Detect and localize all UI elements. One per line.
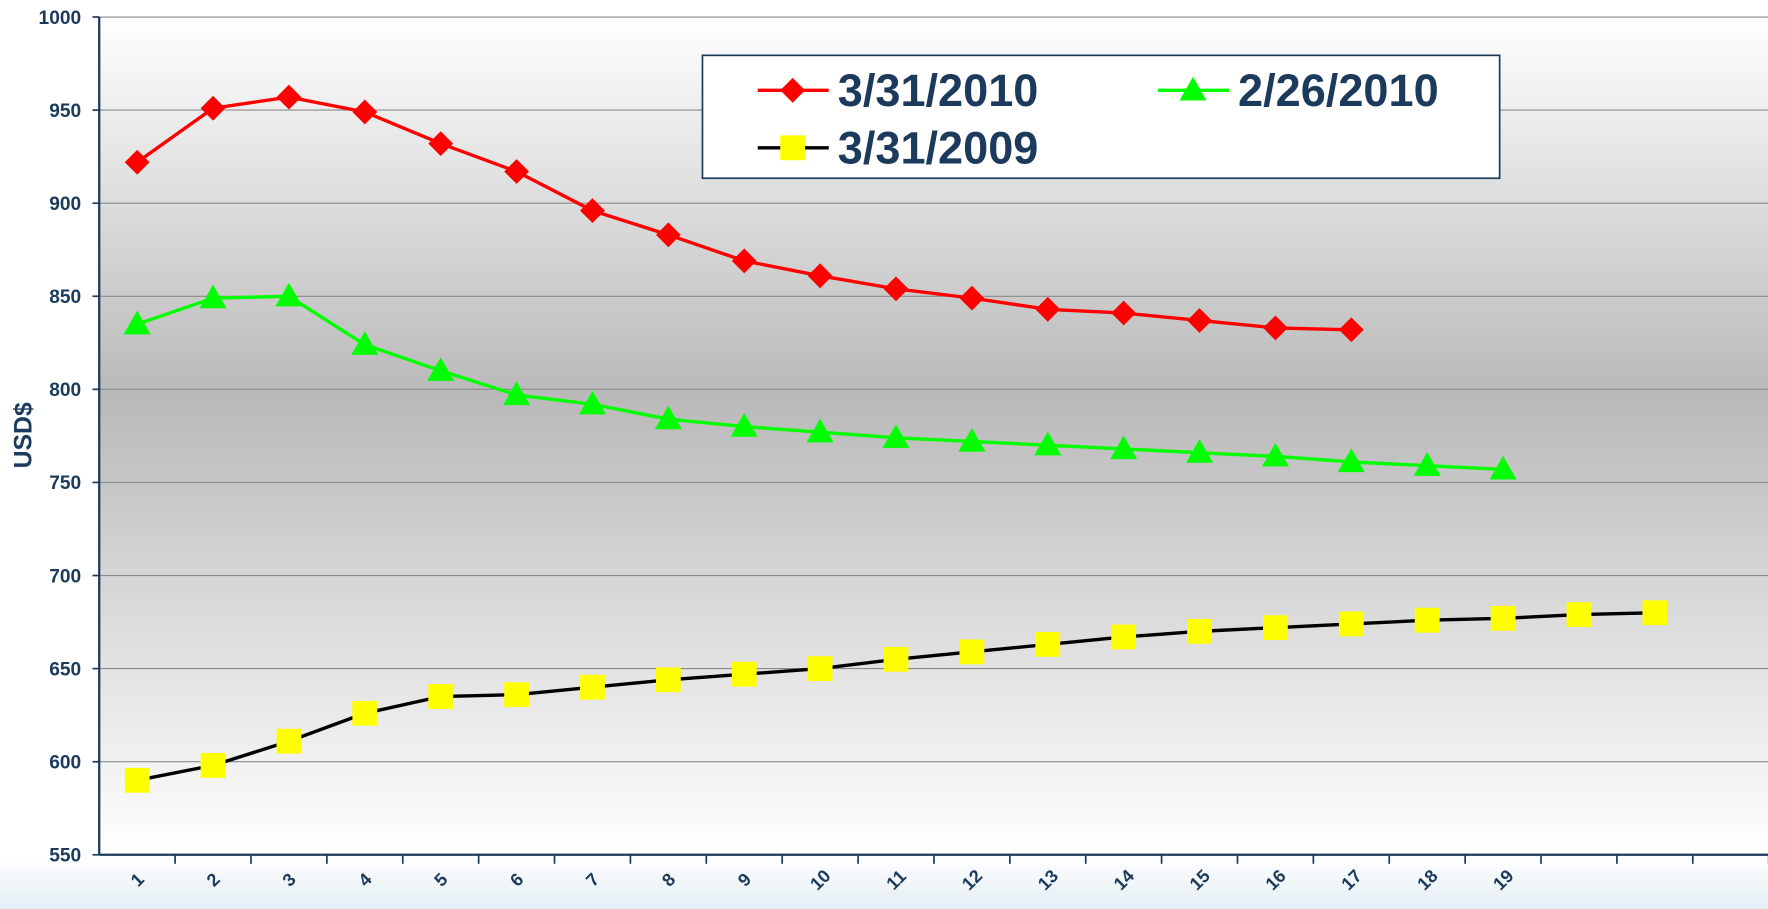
legend-entries: 3/31/2010 2/26/2010 3/31/2009 bbox=[757, 65, 1439, 174]
y-tick-label: 550 bbox=[49, 846, 81, 867]
marker-triangle bbox=[882, 424, 910, 448]
marker-triangle bbox=[578, 390, 607, 415]
marker-square bbox=[1490, 605, 1516, 631]
marker-square bbox=[1035, 632, 1061, 657]
y-axis-label: USD$ bbox=[11, 402, 38, 468]
marker-triangle bbox=[958, 427, 986, 452]
marker-diamond bbox=[883, 276, 909, 302]
y-tick-label: 600 bbox=[49, 752, 81, 773]
marker-diamond bbox=[200, 95, 226, 121]
marker-diamond bbox=[1187, 308, 1212, 333]
marker-triangle bbox=[1337, 448, 1365, 473]
y-tick-label: 900 bbox=[49, 194, 81, 215]
marker-square bbox=[883, 646, 909, 672]
marker-diamond bbox=[807, 263, 833, 289]
marker-triangle bbox=[1179, 76, 1207, 101]
marker-square bbox=[1566, 602, 1592, 628]
legend-label: 3/31/2010 bbox=[838, 65, 1039, 116]
y-tick-label: 850 bbox=[49, 287, 81, 308]
marker-triangle bbox=[199, 284, 227, 309]
marker-square bbox=[124, 767, 150, 793]
marker-square bbox=[1187, 618, 1212, 644]
marker-diamond bbox=[1035, 296, 1061, 322]
marker-triangle bbox=[123, 310, 151, 335]
footer-band bbox=[0, 857, 1768, 909]
marker-square bbox=[655, 667, 681, 693]
marker-square bbox=[1111, 624, 1137, 650]
marker-diamond bbox=[1338, 317, 1364, 343]
marker-triangle bbox=[427, 357, 455, 381]
marker-diamond bbox=[124, 149, 150, 175]
marker-diamond bbox=[1263, 315, 1288, 341]
marker-square bbox=[807, 656, 833, 682]
marker-square bbox=[580, 674, 605, 700]
marker-square bbox=[352, 700, 378, 726]
marker-triangle bbox=[1110, 435, 1138, 460]
legend-label: 2/26/2010 bbox=[1238, 65, 1439, 116]
marker-triangle bbox=[806, 418, 834, 443]
marker-square bbox=[428, 684, 454, 709]
y-tick-label: 1000 bbox=[39, 8, 82, 29]
legend bbox=[701, 54, 1501, 180]
marker-triangle bbox=[1489, 455, 1517, 480]
marker-square bbox=[276, 728, 302, 754]
marker-diamond bbox=[959, 285, 985, 311]
marker-square bbox=[1414, 607, 1440, 633]
marker-square bbox=[959, 639, 985, 665]
marker-diamond bbox=[731, 248, 757, 274]
marker-square bbox=[731, 661, 757, 687]
y-tick-label: 800 bbox=[49, 380, 81, 401]
y-tick-label: 950 bbox=[49, 101, 81, 122]
marker-triangle bbox=[351, 331, 379, 355]
marker-square bbox=[780, 135, 806, 161]
marker-triangle bbox=[1413, 452, 1441, 476]
marker-triangle bbox=[730, 413, 758, 437]
marker-square bbox=[200, 753, 226, 778]
marker-diamond bbox=[1111, 300, 1137, 326]
marker-triangle bbox=[1034, 431, 1062, 456]
marker-square bbox=[1263, 615, 1288, 641]
series-markers bbox=[123, 84, 1668, 793]
marker-square bbox=[504, 682, 529, 708]
marker-triangle bbox=[1186, 439, 1214, 463]
legend-label: 3/31/2009 bbox=[838, 123, 1039, 174]
marker-diamond bbox=[352, 99, 378, 125]
marker-square bbox=[1642, 600, 1668, 626]
marker-triangle bbox=[1261, 442, 1289, 467]
marker-diamond bbox=[504, 159, 529, 184]
y-tick-label: 750 bbox=[49, 473, 81, 494]
marker-diamond bbox=[276, 84, 302, 110]
marker-square bbox=[1338, 611, 1364, 637]
marker-triangle bbox=[503, 381, 531, 406]
marker-triangle bbox=[275, 282, 303, 307]
y-tick-label: 650 bbox=[49, 659, 81, 680]
y-tick-label: 700 bbox=[49, 566, 81, 587]
marker-triangle bbox=[654, 405, 682, 430]
marker-diamond bbox=[780, 77, 806, 103]
